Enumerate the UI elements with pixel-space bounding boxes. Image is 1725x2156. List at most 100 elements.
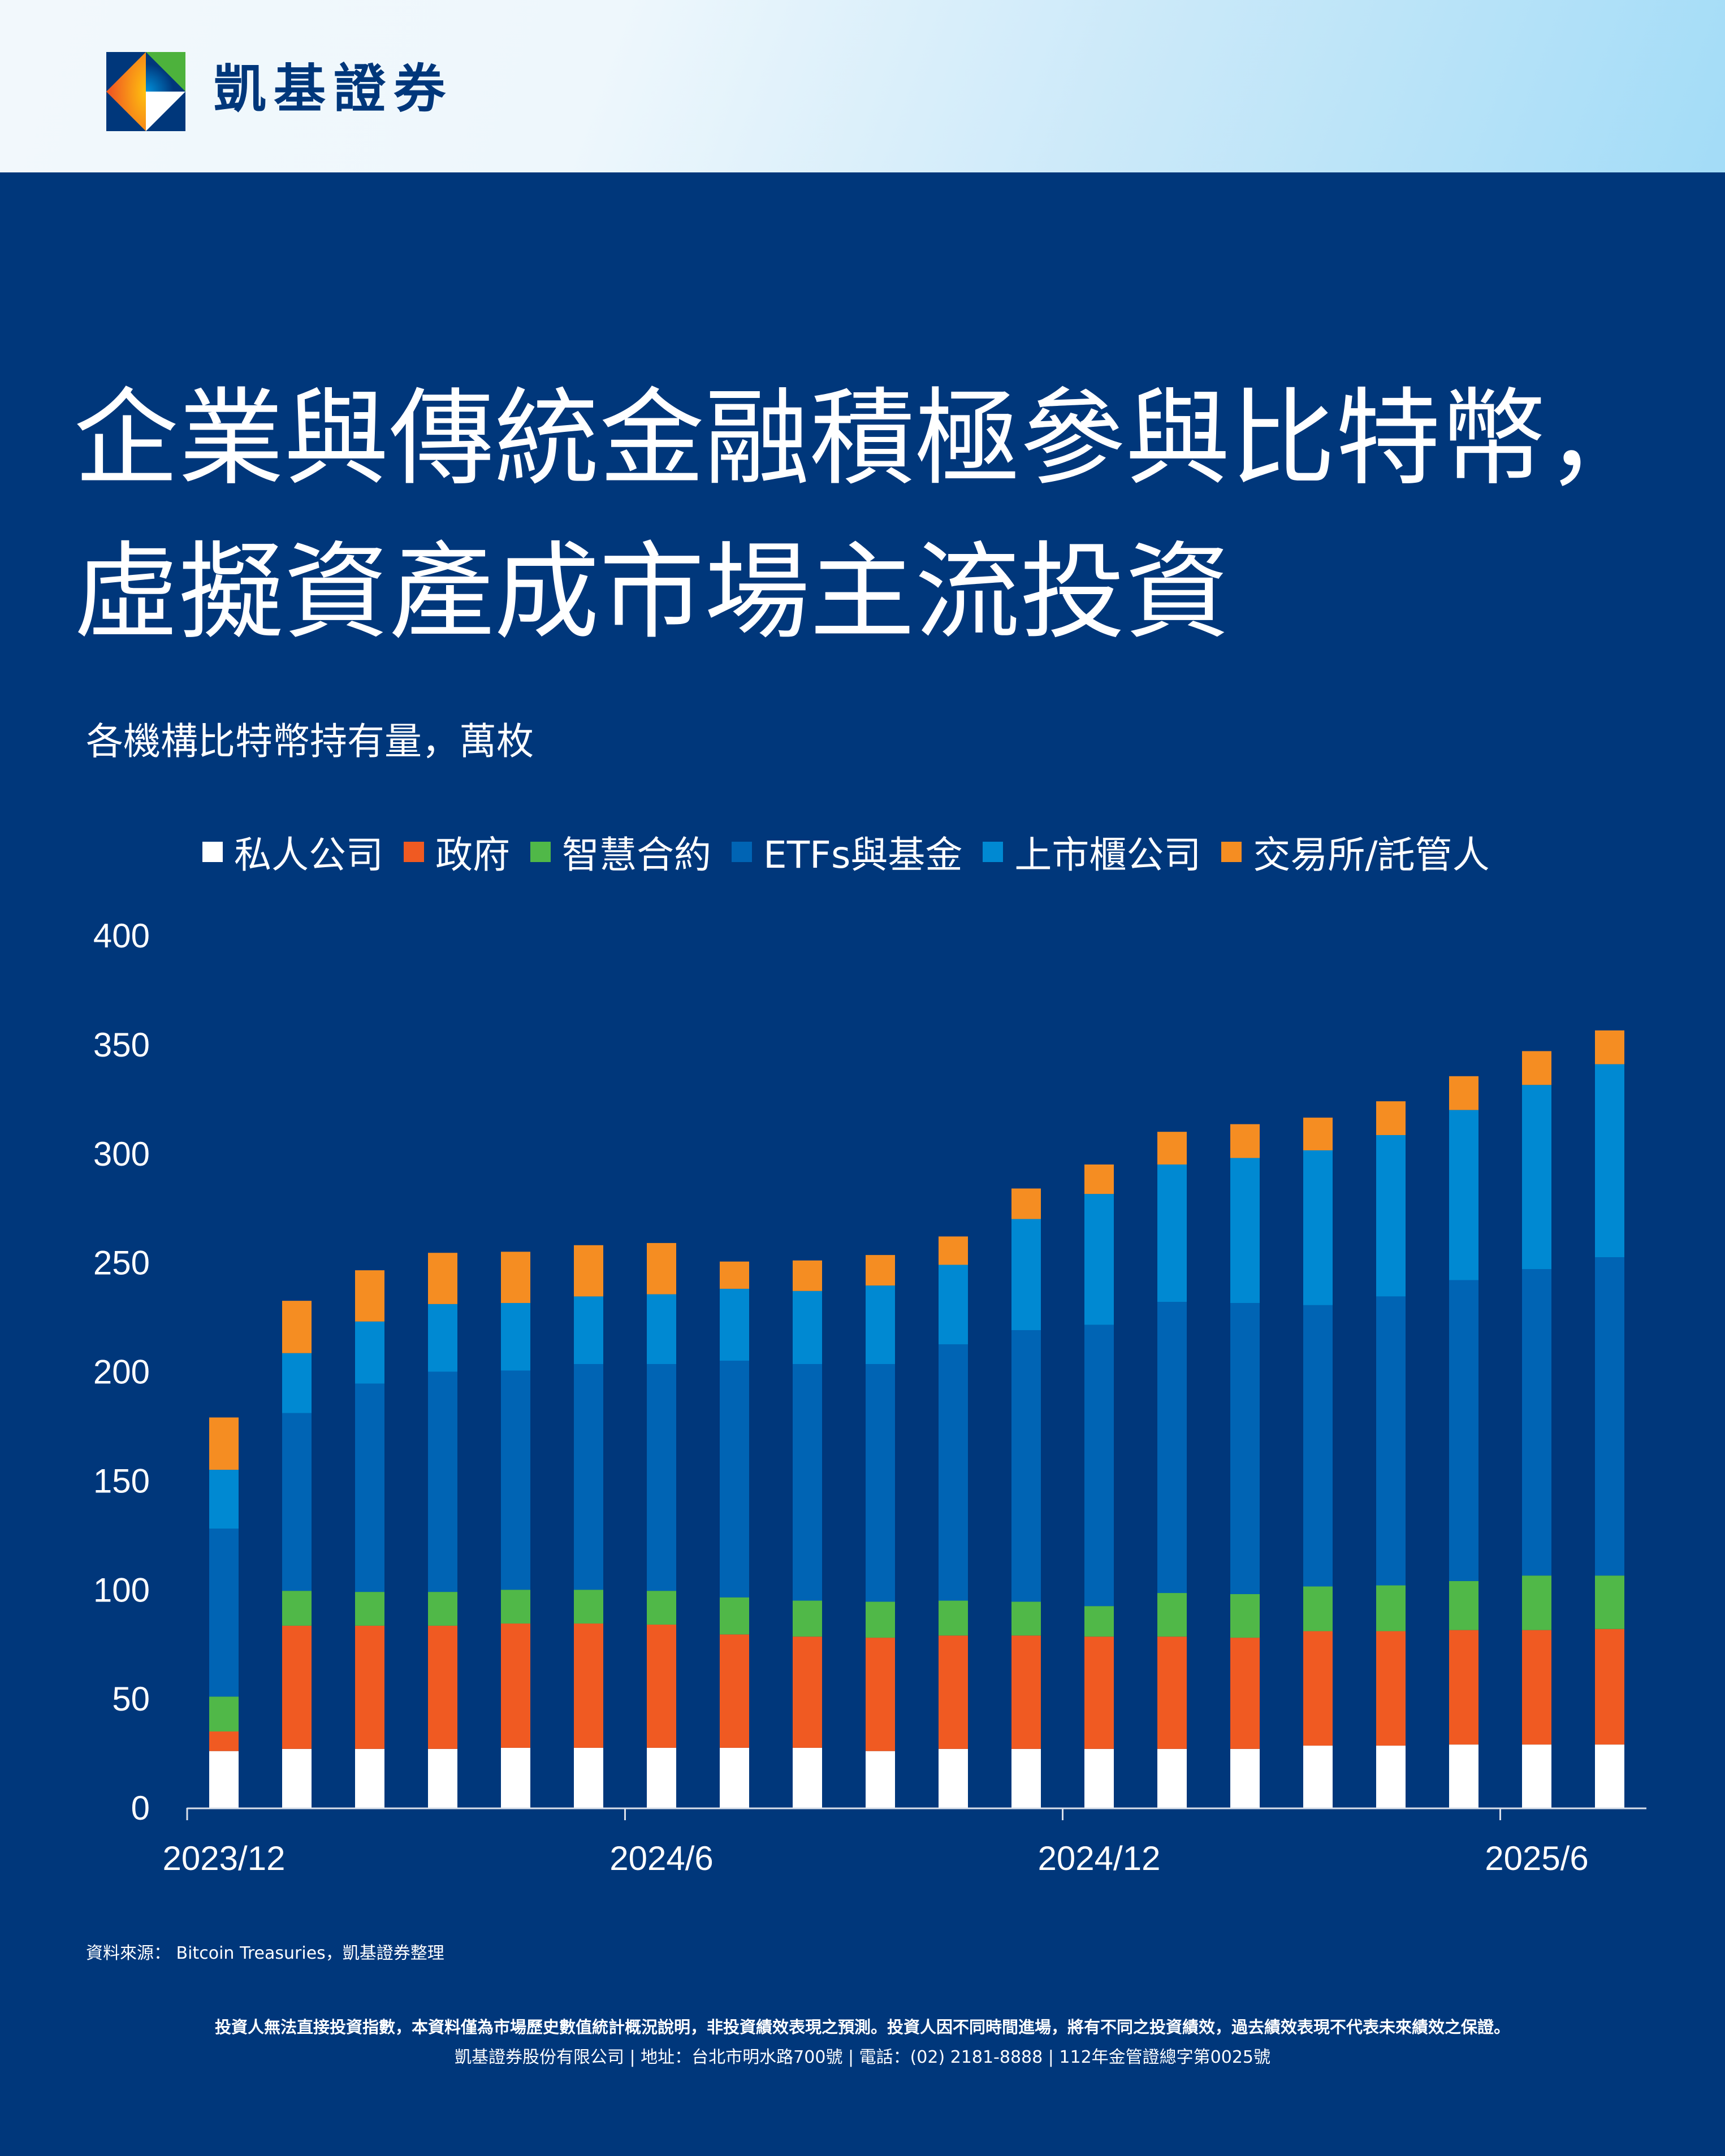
bar-segment-6 xyxy=(1449,1076,1478,1110)
bar-segment-3 xyxy=(1595,1575,1624,1629)
bar-segment-6 xyxy=(1376,1101,1406,1135)
bar-segment-4 xyxy=(793,1363,822,1601)
bar-segment-2 xyxy=(1595,1629,1624,1745)
bar-segment-2 xyxy=(428,1625,457,1749)
title-line-1: 企業與傳統金融積極參與比特幣， xyxy=(74,377,1651,500)
bar-segment-4 xyxy=(1376,1296,1406,1586)
legend-swatch xyxy=(530,842,551,862)
bar-segment-2 xyxy=(1084,1637,1114,1749)
bar-segment-3 xyxy=(282,1591,312,1626)
bar-segment-3 xyxy=(1230,1594,1260,1638)
bar-segment-5 xyxy=(1084,1194,1114,1325)
bar-segment-1 xyxy=(939,1748,968,1808)
bar-segment-5 xyxy=(866,1285,895,1364)
title-line-2: 虛擬資產成市場主流投資 xyxy=(74,531,1231,653)
legend-label: 智慧合約 xyxy=(562,833,711,877)
bar-segment-5 xyxy=(793,1291,822,1364)
bar-segment-6 xyxy=(720,1261,749,1289)
x-tick-label: 2024/12 xyxy=(1038,1839,1161,1877)
legend-item: 上市櫃公司 xyxy=(983,825,1201,879)
bar-segment-2 xyxy=(1230,1638,1260,1749)
bar-segment-2 xyxy=(647,1624,676,1748)
bar-segment-4 xyxy=(1230,1302,1260,1594)
x-tick-label: 2025/6 xyxy=(1485,1839,1589,1877)
bar-segment-4 xyxy=(209,1529,239,1697)
bar-segment-5 xyxy=(1449,1110,1478,1280)
y-tick-label: 50 xyxy=(112,1680,150,1718)
bar-segment-5 xyxy=(1157,1164,1187,1302)
legend-swatch xyxy=(983,842,1004,862)
bar-segment-1 xyxy=(428,1748,457,1808)
company-logo xyxy=(106,52,185,131)
disclaimer: 投資人無法直接投資指數，本資料僅為市場歷史數值統計概況說明，非投資績效表現之預測… xyxy=(214,2018,1510,2037)
bar-segment-2 xyxy=(1376,1631,1406,1746)
bar-segment-2 xyxy=(1449,1630,1478,1745)
bar-segment-1 xyxy=(209,1751,239,1808)
bar-segment-3 xyxy=(574,1590,603,1624)
bar-segment-3 xyxy=(501,1590,530,1624)
bar-segment-4 xyxy=(647,1363,676,1591)
bar-segment-4 xyxy=(1522,1269,1551,1576)
bar-segment-5 xyxy=(647,1294,676,1364)
bar-segment-5 xyxy=(1376,1135,1406,1297)
y-tick-label: 250 xyxy=(93,1244,150,1282)
bar-segment-5 xyxy=(428,1304,457,1372)
bar-segment-6 xyxy=(1157,1132,1187,1165)
legend-swatch xyxy=(1221,842,1242,862)
bar-segment-2 xyxy=(1157,1637,1187,1749)
bar-segment-1 xyxy=(1522,1744,1551,1808)
bar-segment-6 xyxy=(428,1253,457,1304)
bar-segment-6 xyxy=(866,1255,895,1286)
bar-segment-3 xyxy=(209,1696,239,1731)
bar-segment-5 xyxy=(1303,1150,1333,1305)
bar-segment-4 xyxy=(1303,1305,1333,1587)
bar-segment-6 xyxy=(1522,1051,1551,1085)
bar-segment-5 xyxy=(501,1302,530,1371)
bar-segment-3 xyxy=(1084,1606,1114,1637)
bar-segment-5 xyxy=(1595,1064,1624,1257)
bar-segment-1 xyxy=(574,1747,603,1808)
stacked-bar-chart: 0 50 100 150 200 250 300 350 400 2023/12 2024/6 202… xyxy=(93,917,1646,1877)
bar-segment-3 xyxy=(1157,1593,1187,1637)
bar-segment-3 xyxy=(939,1600,968,1636)
data-source: 資料來源： Bitcoin Treasuries，凱基證券整理 xyxy=(86,1943,444,1963)
y-tick-label: 300 xyxy=(93,1135,150,1173)
header-band: 凱基證券 xyxy=(0,0,1725,172)
legend-item: 交易所/託管人 xyxy=(1221,825,1490,879)
bar-segment-4 xyxy=(355,1383,384,1592)
bar-segment-2 xyxy=(939,1635,968,1749)
bar-segment-2 xyxy=(720,1634,749,1748)
bar-segment-1 xyxy=(866,1751,895,1808)
legend-label: 政府 xyxy=(435,833,510,877)
bar-segment-1 xyxy=(355,1748,384,1808)
bar-segment-1 xyxy=(793,1747,822,1808)
bar-segment-2 xyxy=(209,1731,239,1751)
brand-name: 凱基證券 xyxy=(214,59,454,119)
bar-segment-4 xyxy=(1449,1280,1478,1581)
company-info: 凱基證券股份有限公司 | 地址：台北市明水路700號 | 電話：(02) 218… xyxy=(454,2047,1271,2067)
legend-label: 交易所/託管人 xyxy=(1253,833,1490,877)
bar-segment-4 xyxy=(1011,1330,1041,1602)
bar-segment-4 xyxy=(574,1363,603,1590)
y-tick-label: 200 xyxy=(93,1353,150,1391)
bar-segment-5 xyxy=(1522,1085,1551,1270)
bar-segment-2 xyxy=(1522,1630,1551,1745)
bar-segment-3 xyxy=(720,1597,749,1635)
bar-segment-5 xyxy=(1011,1219,1041,1331)
x-tick-label: 2024/6 xyxy=(609,1839,714,1877)
page-title: 企業與傳統金融積極參與比特幣， 虛擬資產成市場主流投資 xyxy=(74,362,1713,669)
bar-segment-1 xyxy=(1449,1744,1478,1808)
bar-segment-2 xyxy=(574,1624,603,1748)
legend-item: 智慧合約 xyxy=(530,825,711,879)
legend-swatch xyxy=(202,842,223,862)
bar-segment-5 xyxy=(1230,1158,1260,1303)
bar-segment-2 xyxy=(282,1625,312,1749)
bar-segment-4 xyxy=(1595,1257,1624,1576)
bar-segment-3 xyxy=(1376,1585,1406,1631)
y-tick-label: 350 xyxy=(93,1026,150,1064)
bar-segment-1 xyxy=(282,1748,312,1808)
bar-segment-3 xyxy=(355,1592,384,1626)
bar-segment-1 xyxy=(1303,1746,1333,1808)
legend-label: ETFs與基金 xyxy=(763,833,963,877)
bar-segment-2 xyxy=(866,1638,895,1751)
